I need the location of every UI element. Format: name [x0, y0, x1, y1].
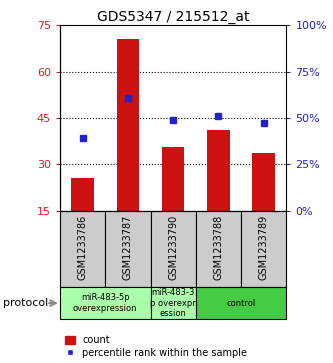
- Bar: [151, 287, 196, 319]
- Bar: [151, 211, 196, 287]
- Bar: [252, 154, 275, 211]
- Text: GSM1233790: GSM1233790: [168, 214, 178, 280]
- Bar: [105, 211, 151, 287]
- Text: control: control: [226, 299, 256, 307]
- Legend: count, percentile rank within the sample: count, percentile rank within the sample: [65, 335, 247, 358]
- Bar: [207, 130, 230, 211]
- Bar: [60, 211, 105, 287]
- Text: GSM1233787: GSM1233787: [123, 214, 133, 280]
- Text: GSM1233786: GSM1233786: [78, 214, 88, 280]
- Text: miR-483-5p
overexpression: miR-483-5p overexpression: [73, 293, 138, 313]
- Bar: [196, 287, 286, 319]
- Bar: [162, 147, 184, 211]
- Title: GDS5347 / 215512_at: GDS5347 / 215512_at: [97, 11, 249, 24]
- Bar: [71, 178, 94, 211]
- Text: miR-483-3
p overexpr
ession: miR-483-3 p overexpr ession: [150, 288, 196, 318]
- Bar: [241, 211, 286, 287]
- Bar: [117, 39, 139, 211]
- Text: GSM1233789: GSM1233789: [259, 214, 269, 280]
- Bar: [60, 287, 151, 319]
- Text: GSM1233788: GSM1233788: [213, 214, 223, 280]
- Text: protocol: protocol: [3, 298, 49, 308]
- Bar: [196, 211, 241, 287]
